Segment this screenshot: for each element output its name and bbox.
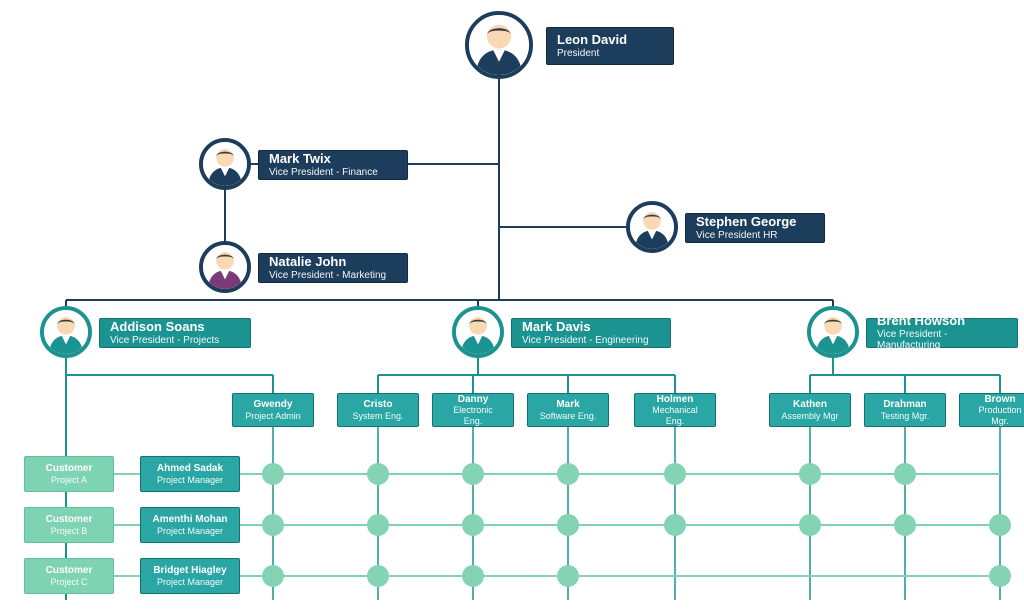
person-title: Mechanical Eng. xyxy=(645,405,705,426)
person-name: Leon David xyxy=(557,33,663,48)
col-ee: DannyElectronic Eng. xyxy=(432,393,514,427)
col-admin: GwendyProject Admin xyxy=(232,393,314,427)
person-title: System Eng. xyxy=(348,411,408,421)
matrix-node xyxy=(262,565,284,587)
matrix-node xyxy=(989,514,1011,536)
matrix-node xyxy=(894,463,916,485)
card-president: Leon DavidPresident xyxy=(546,27,674,65)
avatar xyxy=(40,306,92,358)
person-title: Vice President - Projects xyxy=(110,335,240,347)
person-name: Ahmed Sadak xyxy=(151,463,229,475)
col-sys: CristoSystem Eng. xyxy=(337,393,419,427)
pm-1: Amenthi MohanProject Manager xyxy=(140,507,240,543)
col-prod: BrownProduction Mgr. xyxy=(959,393,1024,427)
matrix-node xyxy=(462,463,484,485)
person-name: Gwendy xyxy=(243,399,303,411)
card-vp_marketing: Natalie JohnVice President - Marketing xyxy=(258,253,408,283)
avatar xyxy=(807,306,859,358)
person-name: Drahman xyxy=(875,399,935,411)
person-title: Testing Mgr. xyxy=(875,411,935,421)
matrix-node xyxy=(557,463,579,485)
avatar xyxy=(452,306,504,358)
org-chart: Leon DavidPresidentMark TwixVice Preside… xyxy=(0,0,1024,609)
matrix-node xyxy=(799,514,821,536)
person-name: Danny xyxy=(443,394,503,406)
person-name: Holmen xyxy=(645,394,705,406)
person-name: Stephen George xyxy=(696,215,814,230)
avatar xyxy=(199,138,251,190)
customer-1: CustomerProject B xyxy=(24,507,114,543)
person-title: Project Admin xyxy=(243,411,303,421)
person-name: Mark xyxy=(538,399,598,411)
col-me: HolmenMechanical Eng. xyxy=(634,393,716,427)
matrix-node xyxy=(989,565,1011,587)
customer-0: CustomerProject A xyxy=(24,456,114,492)
matrix-node xyxy=(462,565,484,587)
matrix-node xyxy=(557,565,579,587)
person-title: Vice President - Marketing xyxy=(269,270,397,282)
person-title: Project Manager xyxy=(151,475,229,485)
person-title: Software Eng. xyxy=(538,411,598,421)
col-asm: KathenAssembly Mgr xyxy=(769,393,851,427)
person-name: Amenthi Mohan xyxy=(151,514,229,526)
matrix-node xyxy=(664,514,686,536)
card-vp_eng: Mark DavisVice President - Engineering xyxy=(511,318,671,348)
matrix-node xyxy=(367,565,389,587)
card-vp_finance: Mark TwixVice President - Finance xyxy=(258,150,408,180)
person-title: Vice President - Engineering xyxy=(522,335,660,347)
person-title: Project C xyxy=(35,577,103,587)
person-name: Brent Howson xyxy=(877,314,1007,329)
matrix-node xyxy=(557,514,579,536)
pm-2: Bridget HiagleyProject Manager xyxy=(140,558,240,594)
avatar xyxy=(199,241,251,293)
person-name: Addison Soans xyxy=(110,320,240,335)
person-name: Customer xyxy=(35,565,103,577)
person-title: Production Mgr. xyxy=(970,405,1024,426)
person-title: Vice President - Manufacturing xyxy=(877,329,1007,352)
matrix-node xyxy=(462,514,484,536)
person-title: Assembly Mgr xyxy=(780,411,840,421)
person-title: President xyxy=(557,48,663,60)
person-name: Mark Twix xyxy=(269,152,397,167)
col-tst: DrahmanTesting Mgr. xyxy=(864,393,946,427)
person-name: Customer xyxy=(35,463,103,475)
person-title: Electronic Eng. xyxy=(443,405,503,426)
matrix-node xyxy=(367,514,389,536)
pm-0: Ahmed SadakProject Manager xyxy=(140,456,240,492)
matrix-node xyxy=(664,463,686,485)
person-title: Project B xyxy=(35,526,103,536)
avatar xyxy=(626,201,678,253)
matrix-node xyxy=(262,514,284,536)
card-vp_hr: Stephen GeorgeVice President HR xyxy=(685,213,825,243)
matrix-node xyxy=(262,463,284,485)
person-name: Customer xyxy=(35,514,103,526)
person-title: Vice President - Finance xyxy=(269,167,397,179)
card-vp_projects: Addison SoansVice President - Projects xyxy=(99,318,251,348)
person-name: Bridget Hiagley xyxy=(151,565,229,577)
matrix-node xyxy=(799,463,821,485)
col-sw: MarkSoftware Eng. xyxy=(527,393,609,427)
person-title: Vice President HR xyxy=(696,230,814,242)
person-title: Project Manager xyxy=(151,577,229,587)
person-name: Brown xyxy=(970,394,1024,406)
matrix-node xyxy=(894,514,916,536)
person-name: Kathen xyxy=(780,399,840,411)
card-vp_mfg: Brent HowsonVice President - Manufacturi… xyxy=(866,318,1018,348)
matrix-node xyxy=(367,463,389,485)
person-title: Project Manager xyxy=(151,526,229,536)
person-name: Natalie John xyxy=(269,255,397,270)
avatar xyxy=(465,11,533,79)
customer-2: CustomerProject C xyxy=(24,558,114,594)
person-title: Project A xyxy=(35,475,103,485)
person-name: Cristo xyxy=(348,399,408,411)
person-name: Mark Davis xyxy=(522,320,660,335)
